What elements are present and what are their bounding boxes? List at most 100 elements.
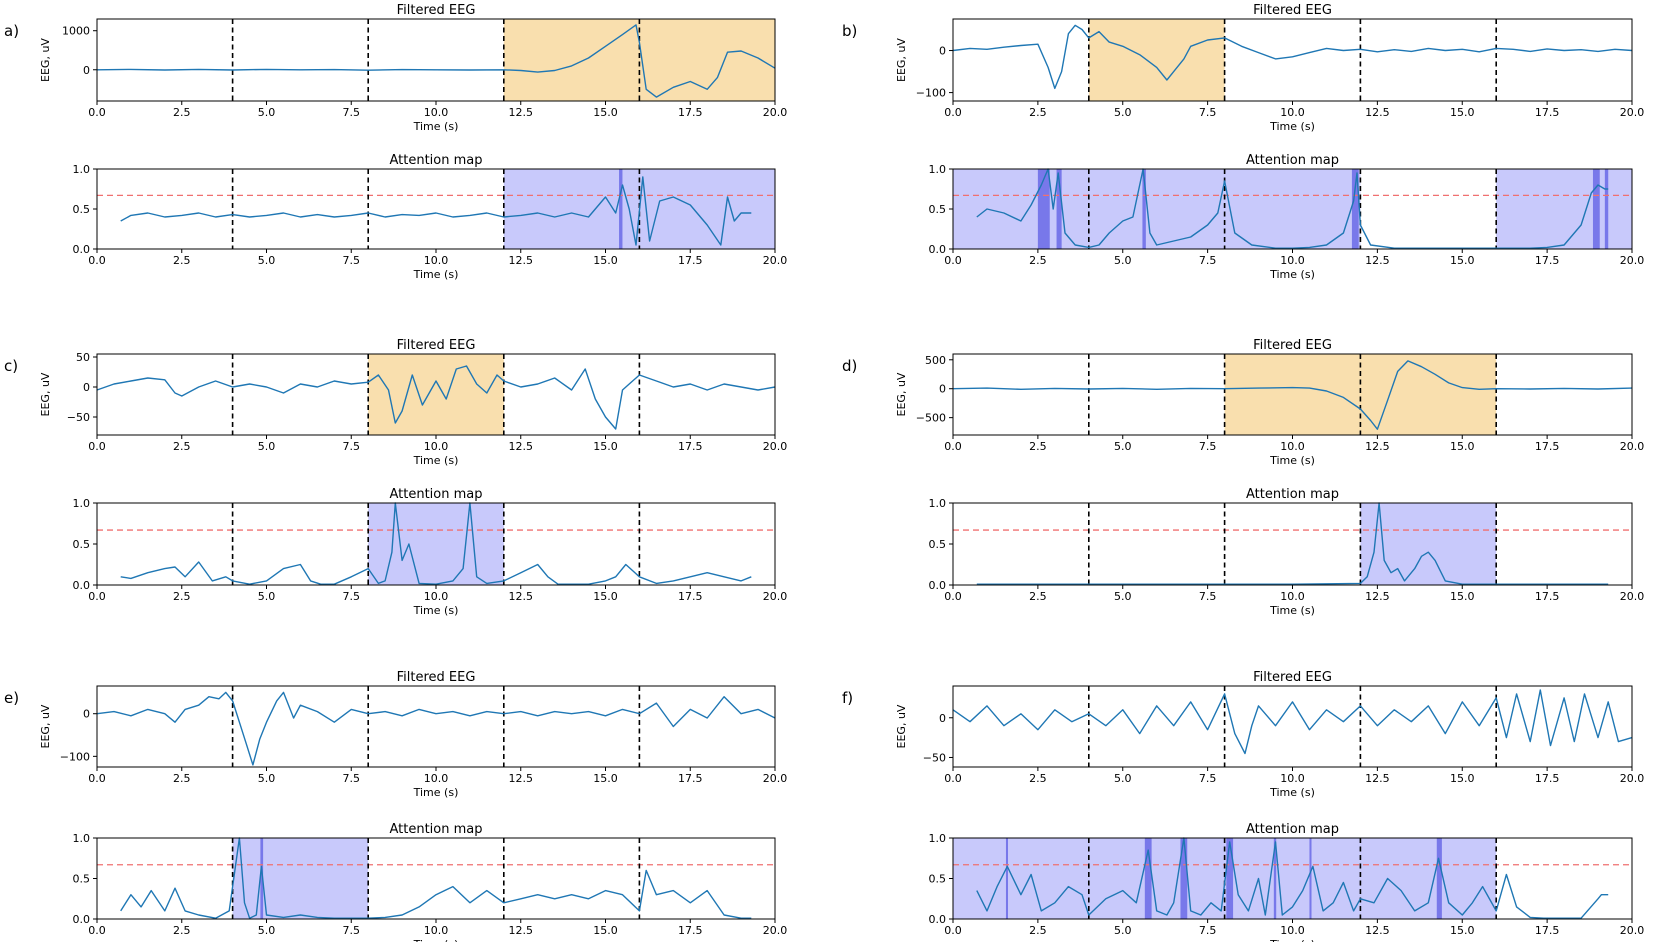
panel-b-att-highlight-region [953, 169, 1361, 249]
panel-c-eeg-x-tick-label: 20.0 [763, 440, 788, 453]
panel-f-att-attention-mark [1309, 838, 1312, 919]
panel-e-att-x-tick-label: 12.5 [509, 924, 534, 937]
panel-f-eeg-frame [952, 685, 1633, 768]
panel-b-att-x-axis-label: Time (s) [1269, 268, 1315, 281]
panel-f-att-attention-mark [1005, 838, 1008, 919]
panel-a-eeg-x-tick-label: 10.0 [424, 106, 449, 119]
panel-d-att-x-tick-label: 2.5 [1029, 590, 1047, 603]
panel-a-eeg-x-tick-label: 0.0 [88, 106, 106, 119]
panel-e-att-x-tick-label: 7.5 [343, 924, 361, 937]
panel-e-att-attention-mark [260, 838, 264, 919]
panel-d-eeg-x-tick-label: 10.0 [1280, 440, 1305, 453]
panel-d-att-title: Attention map [1246, 487, 1339, 502]
panel-c-eeg-x-tick-label: 7.5 [343, 440, 361, 453]
panel-d-eeg-y-tick-label: 0 [939, 383, 946, 396]
panel-b-eeg-axes: 0.0 2.5 5.0 7.5 10.0 12.5 15.0 17.5 20.0 −100 0 Fil… [895, 3, 1644, 133]
panel-e-att-axes: 0.0 2.5 5.0 7.5 10.0 12.5 15.0 17.5 20.0 0.0 0.5 1.… [73, 822, 788, 942]
panel-a-att-x-tick-label: 10.0 [424, 254, 449, 267]
panel-f-att-x-tick-label: 10.0 [1280, 924, 1305, 937]
panel-c-eeg-x-tick-label: 0.0 [88, 440, 106, 453]
panel-d-eeg-x-tick-label: 5.0 [1114, 440, 1132, 453]
panel-c-att-y-tick-label: 1.0 [73, 497, 91, 510]
panel-a-label: a) [4, 22, 19, 40]
panel-c-att-x-tick-label: 10.0 [424, 590, 449, 603]
panel-d-att-y-tick-label: 1.0 [929, 497, 947, 510]
panel-e-eeg-x-tick-label: 7.5 [343, 772, 361, 785]
panel-d-eeg-title: Filtered EEG [1253, 338, 1332, 353]
panel-b-eeg-x-tick-label: 7.5 [1199, 106, 1217, 119]
panel-e-att-y-tick-label: 0.5 [73, 873, 91, 886]
panel-b-att-x-tick-label: 15.0 [1450, 254, 1475, 267]
panel-d-att-x-tick-label: 20.0 [1620, 590, 1645, 603]
panel-f-eeg-axes: 0.0 2.5 5.0 7.5 10.0 12.5 15.0 17.5 20.0 −50 0 Filt… [895, 670, 1644, 799]
panel-e-att-x-tick-label: 0.0 [88, 924, 106, 937]
panel-b-att-x-tick-label: 0.0 [944, 254, 962, 267]
panel-f-label: f) [842, 689, 853, 707]
panel-b-eeg-x-tick-label: 10.0 [1280, 106, 1305, 119]
panel-b-att-attention-mark [1056, 169, 1062, 249]
panel-d-eeg-x-tick-label: 12.5 [1365, 440, 1390, 453]
panel-f-att-x-tick-label: 17.5 [1535, 924, 1560, 937]
panel-e-att-x-tick-label: 15.0 [593, 924, 618, 937]
panel-e: e) 0.0 2.5 5.0 7.5 10.0 12.5 15.0 17.5 20.0 −100 0 F… [4, 670, 787, 942]
panel-d-eeg-y-tick-label: 500 [925, 354, 946, 367]
panel-b-eeg-x-tick-label: 5.0 [1114, 106, 1132, 119]
panel-c: c) 0.0 2.5 5.0 7.5 10.0 12.5 15.0 17.5 20.0 −50 0 50… [4, 338, 787, 617]
panel-a-att-y-tick-label: 0.0 [73, 243, 91, 256]
panel-f-att-y-tick-label: 1.0 [929, 832, 947, 845]
panel-d-eeg-x-tick-label: 15.0 [1450, 440, 1475, 453]
panel-e-eeg-x-tick-label: 15.0 [593, 772, 618, 785]
panel-d-eeg-x-tick-label: 17.5 [1535, 440, 1560, 453]
panel-e-eeg-x-tick-label: 12.5 [509, 772, 534, 785]
panel-e-label: e) [4, 689, 19, 707]
panel-a-att-x-tick-label: 5.0 [258, 254, 276, 267]
panel-f-att-title: Attention map [1246, 822, 1339, 837]
panel-c-att-x-tick-label: 17.5 [678, 590, 703, 603]
panel-f-eeg-y-tick-label: −50 [923, 751, 946, 764]
panel-f-eeg-x-axis-label: Time (s) [1269, 786, 1315, 799]
panel-c-att-x-tick-label: 0.0 [88, 590, 106, 603]
panel-c-att-y-tick-label: 0.5 [73, 538, 91, 551]
panel-a-eeg-x-tick-label: 12.5 [509, 106, 534, 119]
panel-a-eeg-x-tick-label: 5.0 [258, 106, 276, 119]
panel-b: b) 0.0 2.5 5.0 7.5 10.0 12.5 15.0 17.5 20.0 −100 0 F… [842, 3, 1644, 281]
panel-f-eeg-x-tick-label: 5.0 [1114, 772, 1132, 785]
panel-f-att-x-axis-label: Time (s) [1269, 938, 1315, 942]
panel-b-att-x-tick-label: 7.5 [1199, 254, 1217, 267]
panel-b-att-axes: 0.0 2.5 5.0 7.5 10.0 12.5 15.0 17.5 20.0 0.0 0.5 1.… [929, 153, 1645, 281]
panel-c-eeg-title: Filtered EEG [397, 338, 476, 353]
panel-b-label: b) [842, 22, 857, 40]
panel-a-att-x-tick-label: 7.5 [343, 254, 361, 267]
panel-f-att-x-tick-label: 20.0 [1620, 924, 1645, 937]
panel-c-eeg-x-axis-label: Time (s) [413, 454, 459, 467]
panel-b-att-attention-mark [1592, 169, 1600, 249]
panel-a-eeg-x-tick-label: 2.5 [173, 106, 191, 119]
panel-e-eeg-axes: 0.0 2.5 5.0 7.5 10.0 12.5 15.0 17.5 20.0 −100 0 Fil… [39, 670, 787, 799]
panel-b-eeg-x-tick-label: 15.0 [1450, 106, 1475, 119]
panel-b-att-y-tick-label: 0.5 [929, 203, 947, 216]
panel-d-eeg-x-axis-label: Time (s) [1269, 454, 1315, 467]
panel-c-eeg-x-tick-label: 2.5 [173, 440, 191, 453]
panel-a-eeg-axes: 0.0 2.5 5.0 7.5 10.0 12.5 15.0 17.5 20.0 0 1000 Fil… [39, 3, 787, 133]
panel-e-eeg-x-tick-label: 17.5 [678, 772, 703, 785]
panel-e-att-x-tick-label: 2.5 [173, 924, 191, 937]
panel-b-att-x-tick-label: 17.5 [1535, 254, 1560, 267]
panel-a-att-signal-line [120, 176, 752, 246]
panel-b-att-x-tick-label: 2.5 [1029, 254, 1047, 267]
panel-b-att-attention-mark [1037, 169, 1050, 249]
panel-f-eeg-x-tick-label: 12.5 [1365, 772, 1390, 785]
panel-b-att-x-tick-label: 10.0 [1280, 254, 1305, 267]
panel-d-att-x-tick-label: 7.5 [1199, 590, 1217, 603]
panel-c-eeg-highlight-region [368, 354, 504, 435]
panel-c-att-signal-line [120, 502, 752, 585]
panel-c-att-x-tick-label: 7.5 [343, 590, 361, 603]
panel-e-att-x-tick-label: 17.5 [678, 924, 703, 937]
panel-c-att-x-axis-label: Time (s) [413, 604, 459, 617]
panel-b-eeg-x-tick-label: 17.5 [1535, 106, 1560, 119]
panel-b-att-attention-mark [1351, 169, 1359, 249]
panel-e-eeg-y-tick-label: −100 [60, 750, 90, 763]
panel-d: d) 0.0 2.5 5.0 7.5 10.0 12.5 15.0 17.5 20.0 −500 0 5… [842, 338, 1644, 617]
panel-e-att-y-tick-label: 0.0 [73, 913, 91, 926]
panel-c-eeg-x-tick-label: 10.0 [424, 440, 449, 453]
panel-d-att-y-tick-label: 0.0 [929, 579, 947, 592]
